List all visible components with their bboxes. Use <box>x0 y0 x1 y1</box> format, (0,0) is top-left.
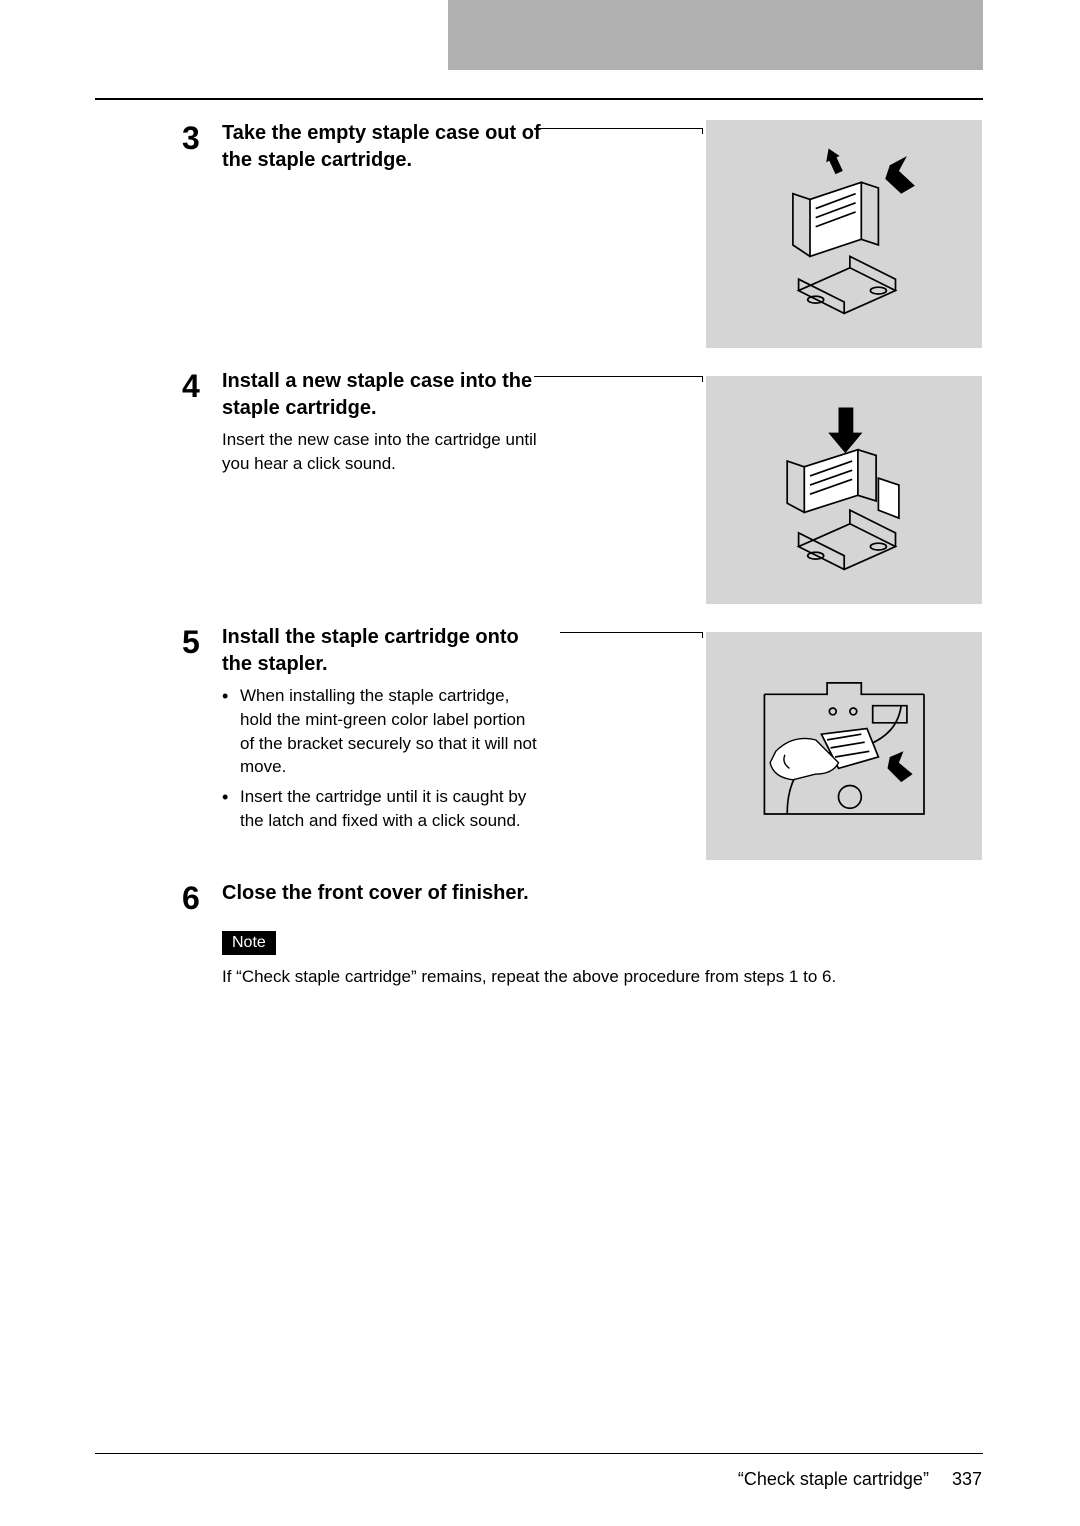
step-number: 3 <box>182 122 222 348</box>
list-item: Insert the cartridge until it is caught … <box>240 785 542 833</box>
step-description: Insert the new case into the cartridge u… <box>222 428 542 476</box>
step-number: 5 <box>182 626 222 860</box>
step-title: Install a new staple case into the stapl… <box>222 368 542 422</box>
leader-line <box>534 376 702 377</box>
step-title: Close the front cover of finisher. <box>222 880 970 907</box>
bottom-divider <box>95 1453 983 1454</box>
step-number: 4 <box>182 370 222 604</box>
step-illustration <box>706 120 982 348</box>
footer-section-title: “Check staple cartridge” <box>738 1469 929 1489</box>
step-title: Take the empty staple case out of the st… <box>222 120 542 174</box>
cartridge-remove-icon <box>720 131 968 336</box>
step-body: Install a new staple case into the stapl… <box>222 368 706 604</box>
stapler-install-icon <box>720 643 968 848</box>
note-text: If “Check staple cartridge” remains, rep… <box>222 965 970 989</box>
note-badge: Note <box>222 931 276 955</box>
leader-tick <box>702 632 703 638</box>
page-content: 3 Take the empty staple case out of the … <box>182 120 982 1009</box>
cartridge-install-icon <box>720 387 968 592</box>
leader-line <box>560 632 702 633</box>
footer-page-number: 337 <box>952 1469 982 1489</box>
step-number: 6 <box>182 882 222 989</box>
page-footer: “Check staple cartridge” 337 <box>738 1469 982 1490</box>
step-body: Take the empty staple case out of the st… <box>222 120 706 348</box>
step-bullet-list: When installing the staple cartridge, ho… <box>222 684 542 833</box>
step-body: Install the staple cartridge onto the st… <box>222 624 706 860</box>
step-illustration <box>706 632 982 860</box>
leader-line <box>534 128 702 129</box>
leader-tick <box>702 128 703 134</box>
list-item: When installing the staple cartridge, ho… <box>240 684 542 779</box>
leader-tick <box>702 376 703 382</box>
step-body: Close the front cover of finisher. Note … <box>222 880 982 989</box>
step-illustration <box>706 376 982 604</box>
step-6: 6 Close the front cover of finisher. Not… <box>182 880 982 989</box>
header-tab <box>448 0 983 70</box>
step-title: Install the staple cartridge onto the st… <box>222 624 542 678</box>
step-4: 4 Install a new staple case into the sta… <box>182 368 982 604</box>
step-5: 5 Install the staple cartridge onto the … <box>182 624 982 860</box>
step-3: 3 Take the empty staple case out of the … <box>182 120 982 348</box>
top-divider <box>95 98 983 100</box>
